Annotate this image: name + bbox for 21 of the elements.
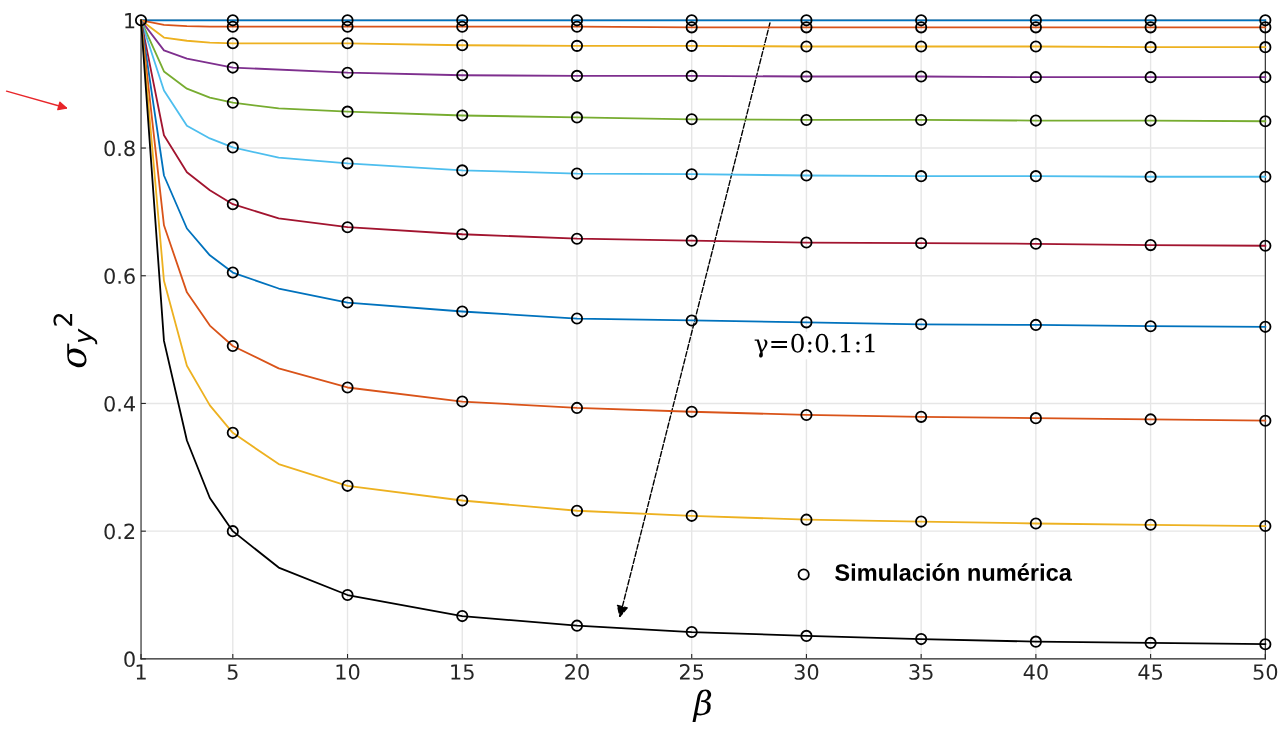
- x-tick-label: 10: [336, 664, 360, 680]
- x-tick-label: 40: [1023, 664, 1048, 680]
- annotation: γ=0:0.1:1: [754, 333, 875, 358]
- x-tick-label: 15: [451, 664, 474, 680]
- x-axis-title: β: [692, 689, 712, 722]
- x-tick-label: 35: [909, 664, 933, 680]
- y-tick-label: 0.4: [104, 395, 135, 412]
- y-tick-label: 0.8: [104, 140, 135, 157]
- x-tick-label: 30: [794, 664, 819, 680]
- y-tick-label: 1: [125, 13, 135, 29]
- y-tick-label: 0: [124, 651, 135, 668]
- x-tick-label: 50: [1253, 664, 1278, 680]
- y-tick-label: 0.2: [104, 523, 135, 540]
- x-tick-label: 25: [679, 664, 704, 680]
- x-tick-label: 1: [136, 664, 146, 680]
- y-tick-label: 0.6: [104, 268, 135, 284]
- legend-label: Simulación numérica: [835, 563, 1073, 581]
- y-axis-title: σ$_{y}$$^{2}$: [53, 314, 98, 368]
- x-tick-label: 20: [565, 664, 589, 680]
- x-tick-label: 45: [1138, 664, 1163, 680]
- x-tick-label: 5: [227, 664, 238, 680]
